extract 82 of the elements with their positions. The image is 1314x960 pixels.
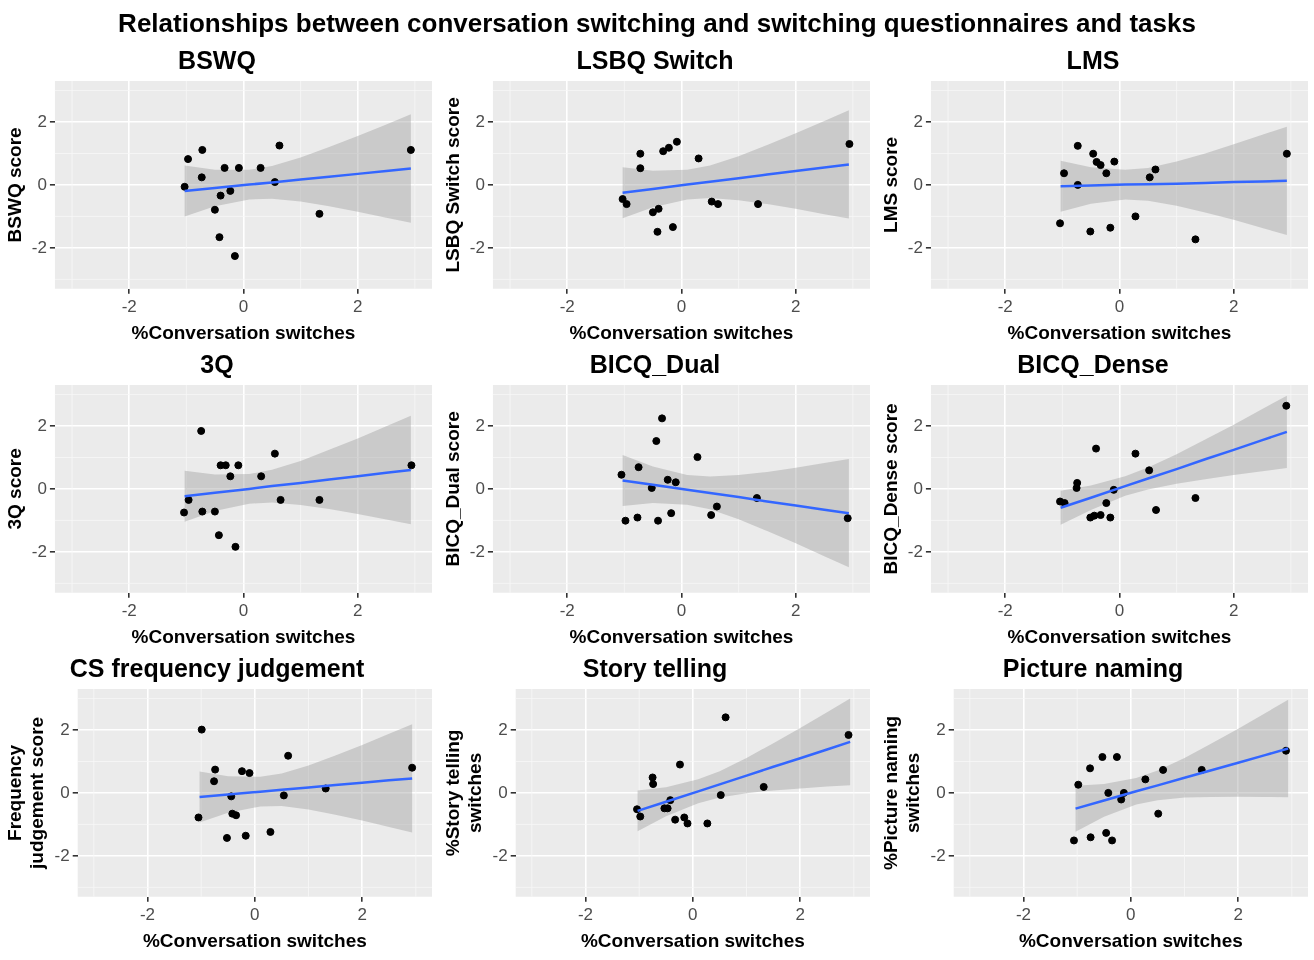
chart-title: Story telling bbox=[582, 653, 728, 682]
x-axis-title: %Conversation switches bbox=[131, 321, 356, 343]
y-tick-label: 2 bbox=[475, 415, 485, 435]
x-tick-label: 2 bbox=[790, 296, 801, 316]
y-tick-label: 2 bbox=[37, 415, 47, 435]
y-tick-label: -2 bbox=[54, 845, 70, 865]
chart-title: 3Q bbox=[200, 349, 234, 378]
chart-title: LSBQ Switch bbox=[576, 45, 734, 74]
y-tick-label: 0 bbox=[475, 174, 485, 194]
y-axis-title: LSBQ Switch score bbox=[441, 97, 463, 273]
y-tick-label: 0 bbox=[475, 478, 485, 498]
chart-title: BSWQ bbox=[178, 45, 256, 74]
x-tick-label: 2 bbox=[357, 904, 367, 924]
x-tick-label: 0 bbox=[676, 296, 687, 316]
y-tick-label: -2 bbox=[31, 541, 47, 561]
x-axis-title: %Conversation switches bbox=[580, 929, 805, 951]
y-tick-label: 0 bbox=[60, 782, 70, 802]
text: Relationships between conversation switching and switching questionnaires and tasks bbox=[117, 7, 1197, 40]
x-tick-label: 0 bbox=[1114, 296, 1125, 316]
y-tick-label: 2 bbox=[913, 415, 923, 435]
chart-title: LMS bbox=[1066, 45, 1120, 74]
y-tick-label: 2 bbox=[498, 719, 508, 739]
y-axis-title: %Story telling switches bbox=[441, 729, 486, 857]
x-tick-label: 2 bbox=[352, 296, 363, 316]
y-tick-label: -2 bbox=[907, 237, 923, 257]
x-axis-title: %Conversation switches bbox=[1018, 929, 1243, 951]
y-tick-label: -2 bbox=[930, 845, 946, 865]
x-tick-label: 0 bbox=[238, 296, 249, 316]
x-tick-label: 0 bbox=[1126, 904, 1136, 924]
y-tick-label: -2 bbox=[31, 237, 47, 257]
y-axis-title: Frequency judgement score bbox=[3, 716, 48, 870]
x-axis-title: %Conversation switches bbox=[1007, 321, 1232, 343]
x-axis-title: %Conversation switches bbox=[142, 929, 367, 951]
y-tick-label: -2 bbox=[469, 237, 485, 257]
chart-title: BICQ_Dense bbox=[1017, 349, 1169, 378]
y-axis-title: BSWQ score bbox=[3, 127, 25, 243]
y-tick-label: 0 bbox=[913, 478, 923, 498]
x-tick-label: -2 bbox=[559, 600, 575, 620]
x-tick-label: -2 bbox=[577, 904, 594, 924]
y-axis-title: BICQ_Dense score bbox=[879, 403, 901, 575]
y-tick-label: 2 bbox=[913, 111, 923, 131]
y-tick-label: 0 bbox=[37, 174, 47, 194]
y-axis-title: LMS score bbox=[879, 136, 901, 233]
y-tick-label: 2 bbox=[60, 719, 70, 739]
x-tick-label: 0 bbox=[238, 600, 249, 620]
x-tick-label: -2 bbox=[121, 296, 137, 316]
x-tick-label: -2 bbox=[1015, 904, 1032, 924]
x-tick-label: -2 bbox=[997, 296, 1013, 316]
y-tick-label: -2 bbox=[907, 541, 923, 561]
y-tick-label: 0 bbox=[37, 478, 47, 498]
x-tick-label: -2 bbox=[139, 904, 156, 924]
x-tick-label: 0 bbox=[688, 904, 698, 924]
chart-title: Picture naming bbox=[1002, 653, 1184, 682]
y-tick-label: 0 bbox=[913, 174, 923, 194]
x-tick-label: -2 bbox=[121, 600, 137, 620]
y-tick-label: -2 bbox=[492, 845, 508, 865]
y-tick-label: 0 bbox=[498, 782, 508, 802]
y-axis-title: BICQ_Dual score bbox=[441, 411, 463, 567]
chart-title: CS frequency judgement bbox=[69, 653, 365, 682]
x-tick-label: 0 bbox=[250, 904, 260, 924]
y-tick-label: -2 bbox=[469, 541, 485, 561]
y-tick-label: 2 bbox=[475, 111, 485, 131]
x-tick-label: -2 bbox=[997, 600, 1013, 620]
y-axis-title: %Picture naming switches bbox=[879, 715, 924, 870]
x-tick-label: -2 bbox=[559, 296, 575, 316]
x-axis-title: %Conversation switches bbox=[569, 321, 794, 343]
x-tick-label: 2 bbox=[1228, 296, 1239, 316]
x-tick-label: 0 bbox=[1114, 600, 1125, 620]
y-tick-label: 0 bbox=[936, 782, 946, 802]
x-tick-label: 2 bbox=[1228, 600, 1239, 620]
x-axis-title: %Conversation switches bbox=[131, 625, 356, 647]
x-axis-title: %Conversation switches bbox=[569, 625, 794, 647]
chart-title: BICQ_Dual bbox=[589, 349, 721, 378]
y-tick-label: 2 bbox=[37, 111, 47, 131]
y-axis-title: 3Q score bbox=[3, 448, 25, 530]
x-tick-label: 2 bbox=[790, 600, 801, 620]
x-tick-label: 0 bbox=[676, 600, 687, 620]
x-axis-title: %Conversation switches bbox=[1007, 625, 1232, 647]
x-tick-label: 2 bbox=[795, 904, 805, 924]
x-tick-label: 2 bbox=[352, 600, 363, 620]
y-tick-label: 2 bbox=[936, 719, 946, 739]
x-tick-label: 2 bbox=[1233, 904, 1243, 924]
